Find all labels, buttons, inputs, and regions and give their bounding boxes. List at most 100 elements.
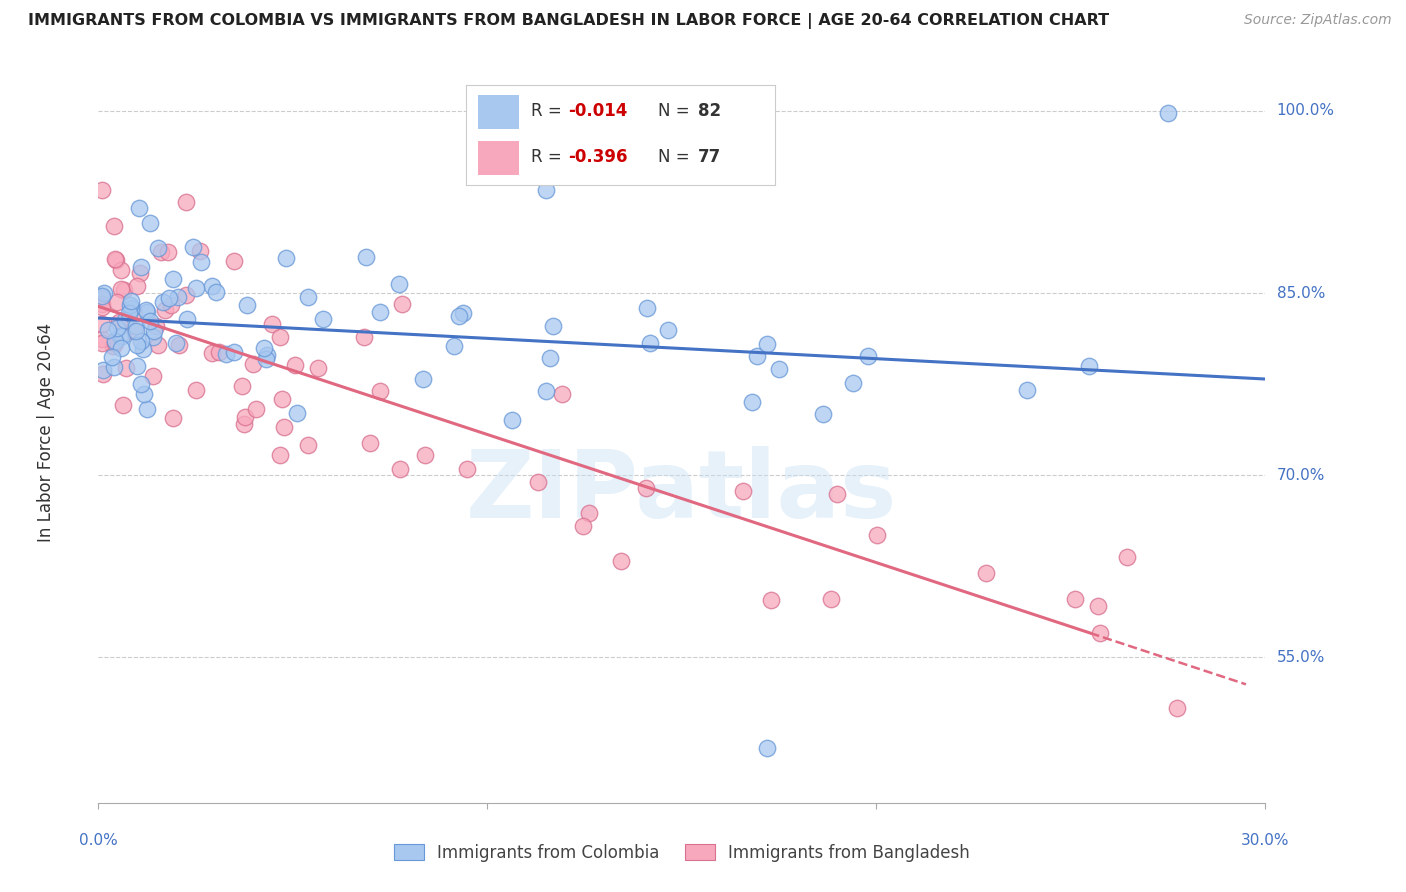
Point xyxy=(103,359,125,374)
Point xyxy=(201,279,224,293)
Point xyxy=(1077,359,1099,373)
Point xyxy=(269,448,291,462)
Point xyxy=(143,324,166,338)
Point xyxy=(1166,700,1188,714)
Point xyxy=(156,244,179,259)
Point xyxy=(121,301,143,315)
Text: 70.0%: 70.0% xyxy=(1277,467,1324,483)
Point xyxy=(273,419,295,434)
Point xyxy=(157,291,180,305)
Point xyxy=(125,319,148,334)
Point xyxy=(201,346,224,360)
Point xyxy=(184,280,207,294)
Point xyxy=(91,297,114,311)
Point xyxy=(768,362,790,376)
Point xyxy=(636,481,658,495)
Point xyxy=(388,277,411,292)
Point xyxy=(974,566,997,581)
Point xyxy=(501,412,523,426)
Point xyxy=(93,286,115,301)
Point xyxy=(541,318,564,333)
Point xyxy=(731,483,754,498)
Point xyxy=(125,324,148,338)
Point xyxy=(112,398,135,412)
Point xyxy=(254,352,277,367)
Point xyxy=(391,297,413,311)
Text: ZIPatlas: ZIPatlas xyxy=(467,446,897,538)
Text: 30.0%: 30.0% xyxy=(1241,833,1289,848)
Point xyxy=(820,592,842,607)
Point xyxy=(131,377,153,392)
Point xyxy=(181,240,204,254)
Point xyxy=(188,244,211,258)
Point xyxy=(245,401,267,416)
Point xyxy=(233,417,256,432)
Point xyxy=(129,260,152,275)
Point xyxy=(856,349,879,363)
Point xyxy=(105,294,128,309)
Point xyxy=(104,252,127,266)
Point xyxy=(111,329,134,343)
Point xyxy=(176,312,198,326)
Point xyxy=(160,298,183,312)
Point xyxy=(1157,106,1180,120)
Point xyxy=(242,357,264,371)
Point xyxy=(551,386,574,401)
Point xyxy=(825,487,848,501)
Point xyxy=(578,506,600,520)
Text: 85.0%: 85.0% xyxy=(1277,285,1324,301)
Point xyxy=(368,384,391,398)
Point xyxy=(415,448,437,462)
Point xyxy=(103,219,125,234)
Point xyxy=(101,338,124,352)
Point xyxy=(128,201,150,215)
Point xyxy=(120,294,142,309)
Point xyxy=(120,298,142,312)
Point xyxy=(756,741,779,756)
Point xyxy=(527,475,550,490)
Point xyxy=(91,289,114,303)
Point xyxy=(110,341,132,355)
Point xyxy=(204,285,226,299)
Point xyxy=(307,360,329,375)
Point xyxy=(114,313,136,327)
Point xyxy=(148,338,170,352)
Point xyxy=(165,336,187,351)
Point xyxy=(139,314,162,328)
Point xyxy=(91,336,114,351)
Point xyxy=(104,335,127,350)
Point xyxy=(287,406,309,420)
Point xyxy=(443,339,465,353)
Point xyxy=(145,318,167,333)
Point xyxy=(312,311,335,326)
Point xyxy=(91,332,114,346)
Point xyxy=(152,295,174,310)
Point xyxy=(122,306,145,320)
Point xyxy=(747,349,769,363)
Point xyxy=(104,334,127,348)
Point xyxy=(91,317,114,331)
Point xyxy=(636,301,658,315)
Point xyxy=(269,330,291,344)
Point xyxy=(120,302,142,317)
Point xyxy=(813,407,835,421)
Point xyxy=(534,183,557,197)
Point xyxy=(167,290,190,304)
Point xyxy=(190,255,212,269)
Point xyxy=(112,283,135,297)
Point xyxy=(761,592,783,607)
Point xyxy=(146,241,169,255)
Point xyxy=(572,519,595,533)
Point xyxy=(110,329,132,343)
Point xyxy=(149,245,172,260)
Point xyxy=(389,462,412,476)
Point xyxy=(136,402,159,417)
Point xyxy=(127,359,149,374)
Point xyxy=(256,348,278,362)
Text: 0.0%: 0.0% xyxy=(79,833,118,848)
Point xyxy=(640,336,662,351)
Point xyxy=(1088,626,1111,640)
Point xyxy=(91,367,114,381)
Point xyxy=(284,358,307,372)
Point xyxy=(132,387,155,401)
